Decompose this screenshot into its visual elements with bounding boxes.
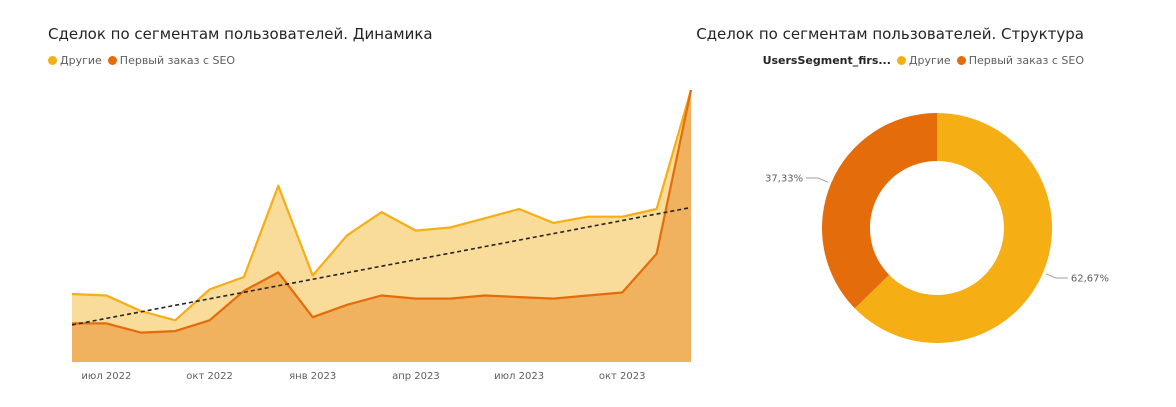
series-line-other [71, 89, 693, 322]
donut-leader-line [1045, 273, 1068, 279]
legend-label-seo: Первый заказ с SEO [119, 54, 236, 67]
pie-legend-item-seo[interactable]: Первый заказ с SEO [956, 54, 1084, 67]
donut-slice-seo [822, 113, 937, 309]
x-tick-label: июл 2022 [81, 371, 131, 382]
legend-field-title: UsersSegment_firs... [762, 54, 891, 67]
donut-data-label: 37,33% [765, 174, 803, 185]
trend-line [71, 206, 692, 326]
dynamics-area-chart: июл 2022 окт 2022 янв 2023 апр 2023 июл 2023… [71, 89, 693, 382]
legend-dot-other [48, 56, 57, 65]
legend-item-other[interactable]: Другие [48, 54, 102, 67]
legend-dot-seo [107, 56, 117, 65]
x-tick-label: апр 2023 [392, 371, 440, 382]
structure-chart-panel: Сделок по сегментам пользователей. Струк… [696, 0, 1176, 407]
pie-legend-label-other: Другие [908, 54, 951, 67]
x-tick-label: окт 2023 [599, 371, 646, 382]
donut-data-label: 62,67% [1071, 274, 1109, 285]
structure-chart-title: Сделок по сегментам пользователей. Струк… [696, 25, 1084, 43]
structure-chart-legend: UsersSegment_firs... Другие Первый заказ… [763, 54, 1084, 67]
x-tick-label: июл 2023 [494, 371, 544, 382]
legend-item-seo[interactable]: Первый заказ с SEO [107, 54, 236, 67]
legend-label-other: Другие [60, 54, 102, 67]
area-fill-other [72, 90, 691, 362]
dynamics-chart-legend: Другие Первый заказ с SEO [48, 54, 235, 67]
dynamics-chart-title: Сделок по сегментам пользователей. Динам… [48, 25, 433, 43]
pie-legend-dot-other [896, 56, 906, 65]
pie-legend-label-seo: Первый заказ с SEO [968, 54, 1084, 67]
pie-legend-item-other[interactable]: Другие [896, 54, 951, 67]
x-tick-label: янв 2023 [289, 371, 336, 382]
pie-legend-dot-seo [956, 56, 966, 65]
donut-slice-other [854, 113, 1053, 343]
structure-donut-chart: 62,67% 37,33% [765, 113, 1109, 343]
area-fill-seo [72, 90, 691, 362]
dynamics-chart-panel: Сделок по сегментам пользователей. Динам… [48, 25, 693, 382]
donut-leader-line [806, 177, 829, 183]
series-line-seo [72, 89, 693, 334]
x-tick-label: окт 2022 [186, 371, 233, 382]
